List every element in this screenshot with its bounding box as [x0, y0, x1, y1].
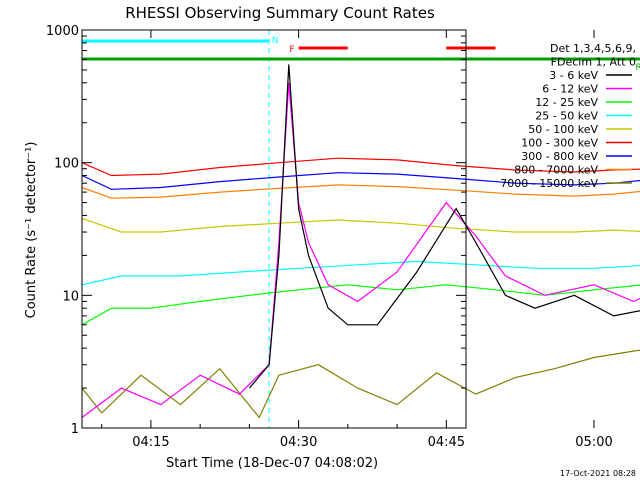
- legend-label-2: 12 - 25 keV: [535, 96, 598, 109]
- series-line-5: [81, 157, 640, 177]
- y-axis-label: Count Rate (s⁻¹ detector⁻¹): [24, 142, 39, 319]
- axes: 04:1504:3004:4505:0005:1505:3005:4511010…: [46, 24, 613, 450]
- flag-label-rd4: RD4: [635, 63, 640, 73]
- legend-header-0: Det 1,3,4,5,6,9,: [550, 42, 636, 55]
- legend-label-3: 25 - 50 keV: [535, 110, 598, 123]
- x-tick-label-0: 04:15: [132, 435, 169, 450]
- series-line-6: [81, 172, 640, 190]
- y-tick-label-3: 1000: [46, 24, 79, 39]
- y-tick-label-1: 10: [62, 289, 79, 304]
- series-line-7: [81, 184, 640, 199]
- plot-frame: [81, 29, 467, 429]
- series-line-8: [81, 349, 640, 419]
- legend-label-4: 50 - 100 keV: [528, 123, 598, 136]
- plot-area: NFRD0RD4: [81, 30, 640, 428]
- legend: Det 1,3,4,5,6,9,FDecim 1, Att 03 - 6 keV…: [500, 42, 636, 190]
- series-line-4: [81, 217, 640, 233]
- x-axis-label: Start Time (18-Dec-07 04:08:02): [166, 456, 378, 471]
- x-tick-label-1: 04:30: [280, 435, 317, 450]
- footer-timestamp: 17-Oct-2021 08:28: [560, 469, 636, 478]
- legend-label-0: 3 - 6 keV: [549, 69, 598, 82]
- legend-label-5: 100 - 300 keV: [521, 137, 598, 150]
- legend-label-7: 800 - 7000 keV: [514, 164, 598, 177]
- y-tick-label-2: 100: [54, 157, 79, 172]
- legend-label-6: 300 - 800 keV: [521, 150, 598, 163]
- legend-label-1: 6 - 12 keV: [542, 83, 598, 96]
- flag-label-f: F: [289, 45, 294, 55]
- x-tick-label-2: 04:45: [428, 435, 465, 450]
- series-line-2: [81, 284, 640, 326]
- legend-label-8: 7000 - 15000 keV: [500, 177, 598, 190]
- y-tick-label-0: 1: [71, 422, 79, 437]
- x-tick-label-3: 05:00: [575, 435, 612, 450]
- series-line-3: [81, 260, 640, 286]
- legend-header-1: FDecim 1, Att 0: [551, 56, 636, 69]
- chart-title: RHESSI Observing Summary Count Rates: [125, 4, 435, 22]
- series-line-0: [248, 64, 640, 389]
- flag-label-n: N: [272, 36, 279, 46]
